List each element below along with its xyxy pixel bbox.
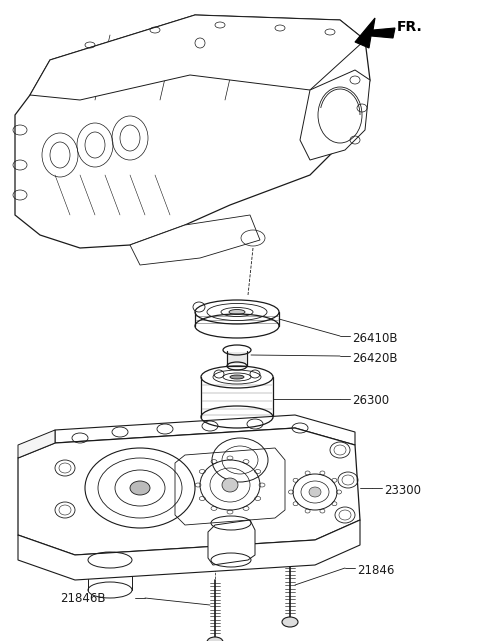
Polygon shape: [55, 415, 355, 445]
Polygon shape: [15, 15, 370, 248]
Ellipse shape: [207, 637, 223, 641]
Ellipse shape: [222, 478, 238, 492]
Ellipse shape: [229, 310, 245, 315]
Polygon shape: [208, 520, 255, 565]
Polygon shape: [300, 70, 370, 160]
Ellipse shape: [230, 375, 244, 379]
Text: 21846B: 21846B: [60, 592, 106, 604]
Text: FR.: FR.: [397, 20, 423, 34]
Text: 26410B: 26410B: [352, 331, 397, 344]
Ellipse shape: [130, 481, 150, 495]
Polygon shape: [175, 448, 285, 525]
Text: 26420B: 26420B: [352, 351, 397, 365]
Polygon shape: [355, 18, 395, 48]
Polygon shape: [18, 428, 360, 555]
Text: 26300: 26300: [352, 394, 389, 408]
Polygon shape: [18, 520, 360, 580]
Polygon shape: [18, 430, 55, 458]
Polygon shape: [30, 15, 365, 100]
Ellipse shape: [282, 617, 298, 627]
Polygon shape: [130, 215, 260, 265]
Text: 21846: 21846: [357, 563, 395, 576]
Ellipse shape: [309, 487, 321, 497]
Text: 23300: 23300: [384, 483, 421, 497]
